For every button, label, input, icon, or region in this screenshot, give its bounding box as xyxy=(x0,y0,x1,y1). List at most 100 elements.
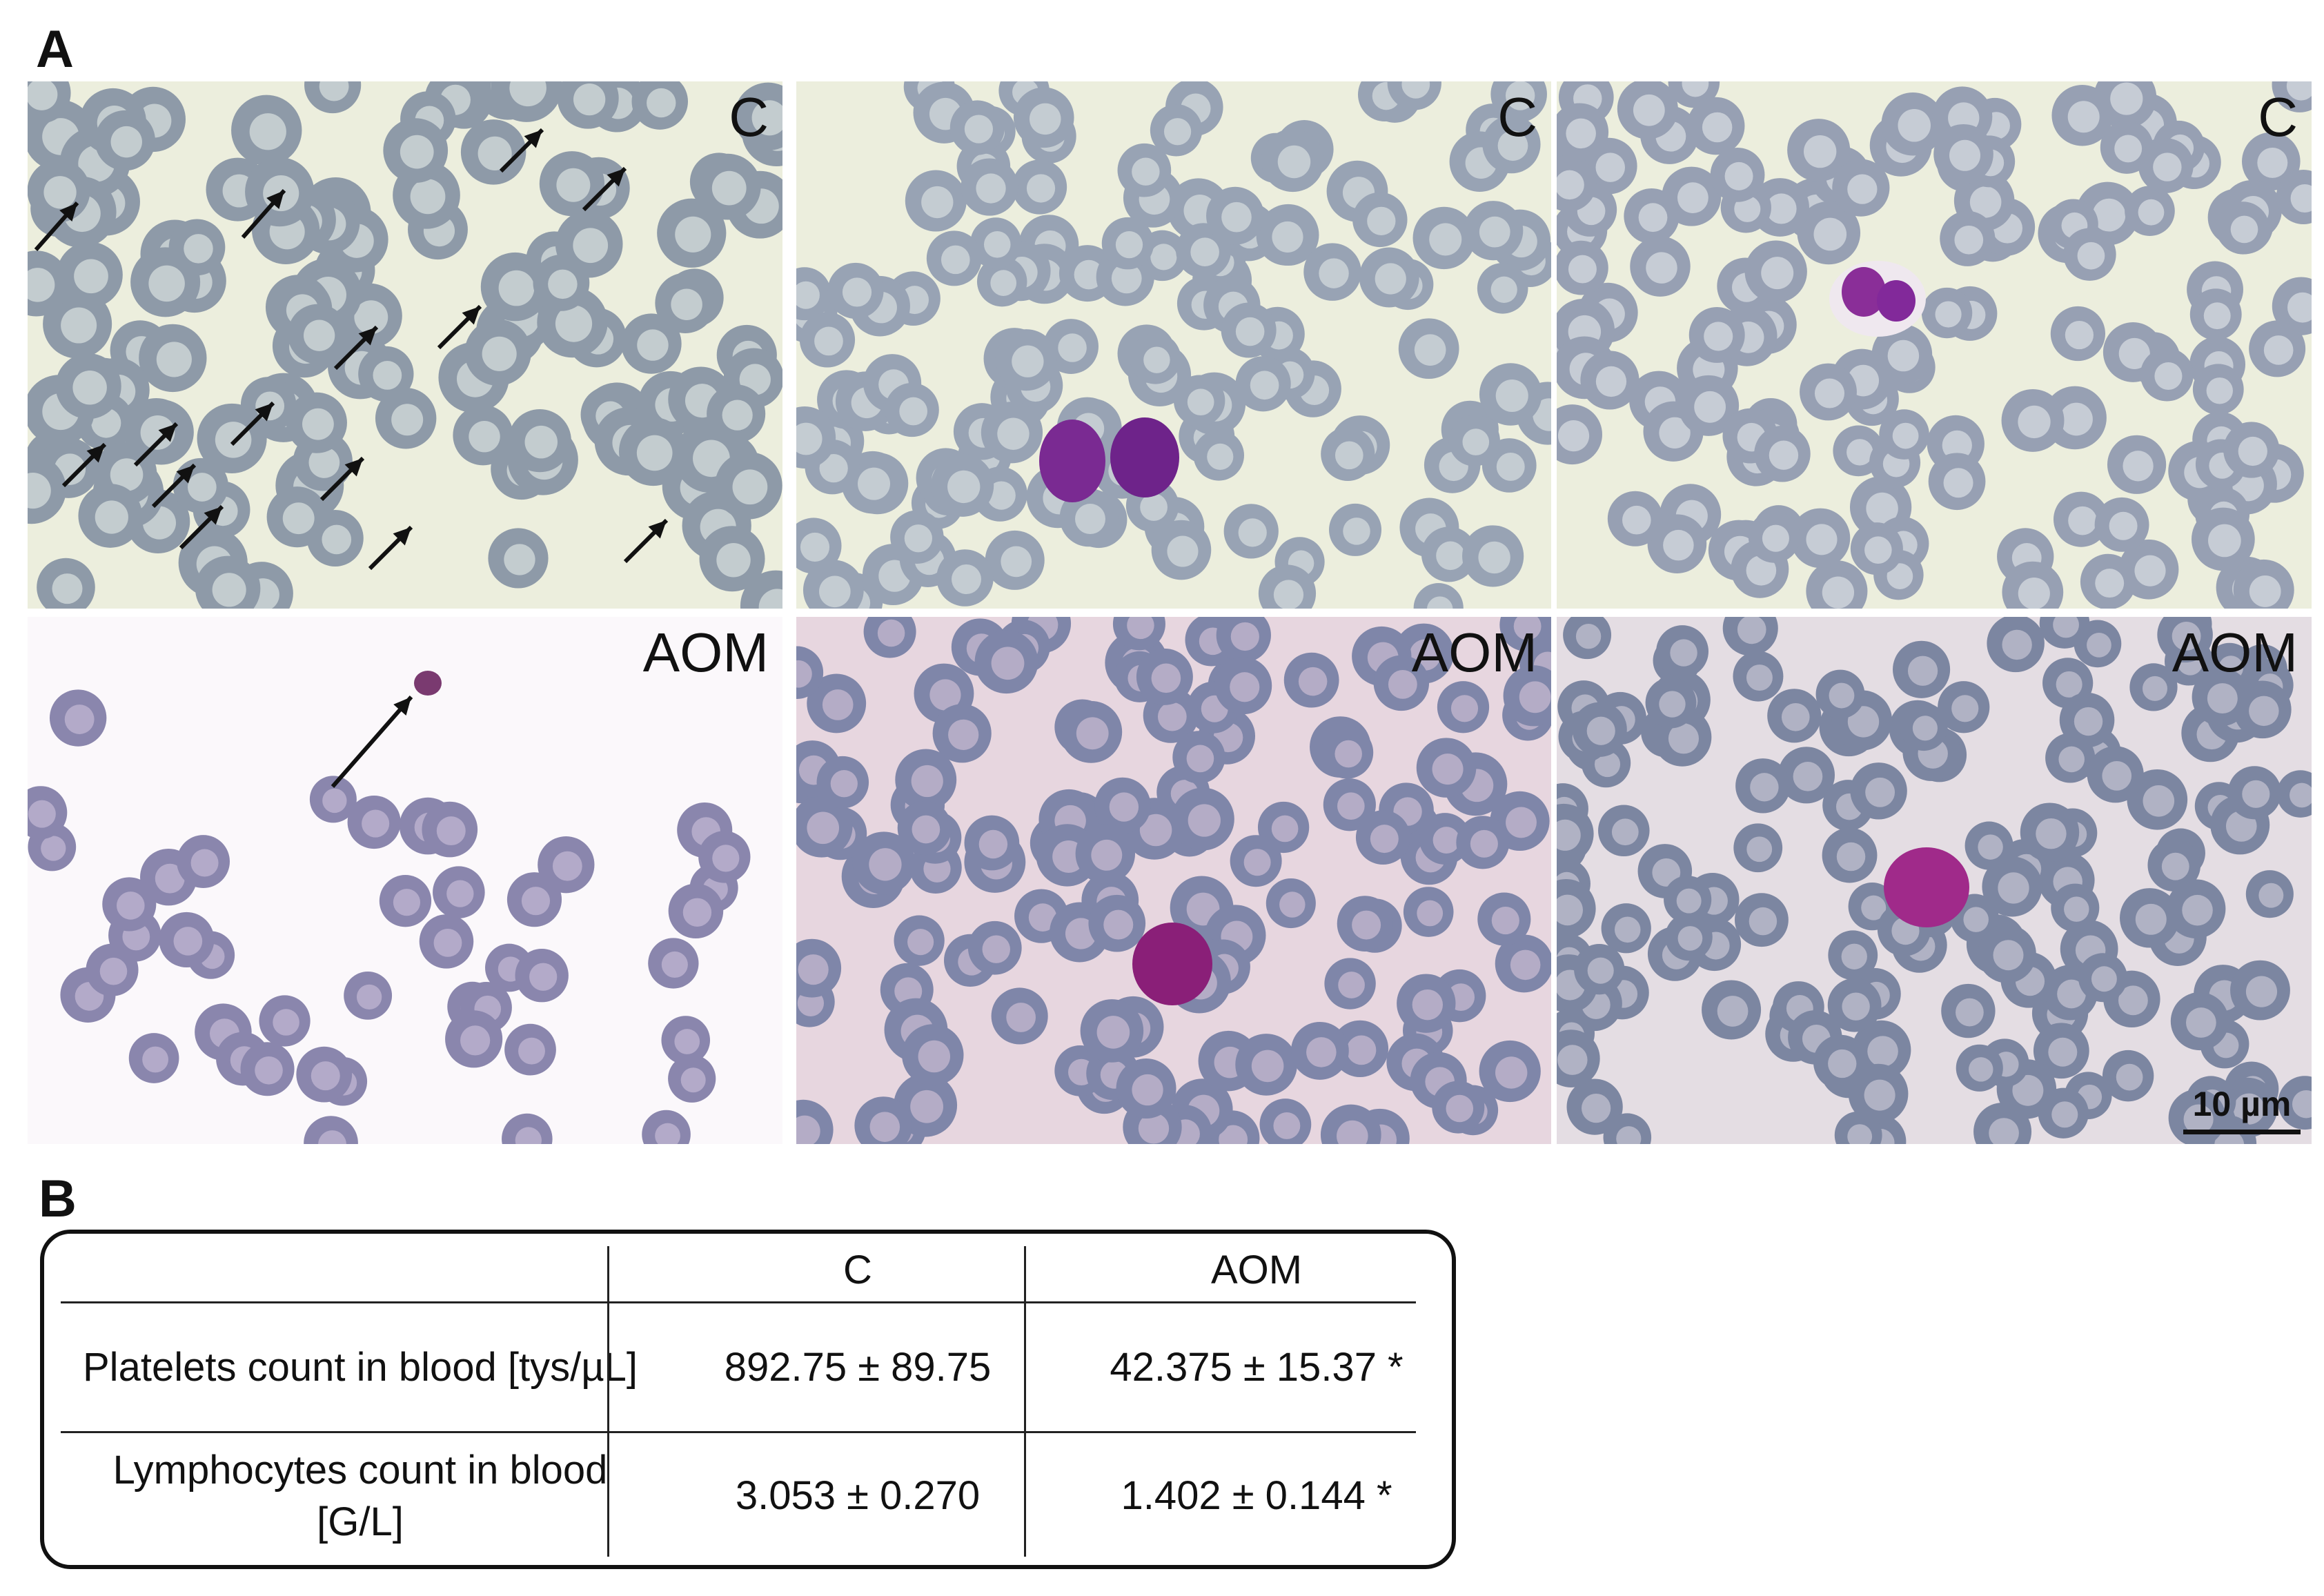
cell-pallor xyxy=(1847,706,1880,738)
cell-pallor xyxy=(28,268,55,302)
cell-pallor xyxy=(548,269,578,299)
cell-pallor xyxy=(255,1056,283,1085)
micrograph-control-2: C xyxy=(796,81,1551,609)
cell-pallor xyxy=(1230,622,1259,651)
cell-pallor xyxy=(941,245,970,275)
blood-smear-cells xyxy=(796,81,1551,609)
cell-pallor xyxy=(319,81,349,101)
cell-pallor xyxy=(675,216,711,253)
cell-pallor xyxy=(948,719,979,750)
cell-pallor xyxy=(410,179,446,215)
cell-pallor xyxy=(1429,223,1462,256)
cell-pallor xyxy=(1887,339,1920,372)
cell-pallor xyxy=(322,788,347,814)
cell-pallor xyxy=(2183,1104,2214,1134)
row-lymphocytes-label: Lymphocytes count in blood [G/L] xyxy=(112,1447,608,1544)
cell-pallor xyxy=(716,543,751,578)
cell-pallor xyxy=(991,647,1025,680)
panel-letter-a: A xyxy=(36,20,74,79)
column-divider xyxy=(1024,1246,1026,1557)
cell-pallor xyxy=(318,1130,346,1144)
cell-pallor xyxy=(1575,624,1602,649)
cell-pallor xyxy=(1277,145,1311,179)
cell-pallor xyxy=(1595,366,1627,397)
cell-pallor xyxy=(282,502,315,535)
cell-pallor xyxy=(1132,1074,1163,1106)
cell-pallor xyxy=(1346,1035,1377,1065)
cell-pallor xyxy=(391,404,424,436)
cell-pallor xyxy=(2067,101,2100,133)
cell-pallor xyxy=(1432,753,1464,785)
cell-pallor xyxy=(1951,695,1979,722)
cell-pallor xyxy=(1594,751,1621,778)
cell-pallor xyxy=(52,573,83,604)
cell-pallor xyxy=(1109,792,1139,822)
cell-pallor xyxy=(1803,135,1837,168)
cell-pallor xyxy=(356,984,382,1010)
cell-pallor xyxy=(215,422,252,458)
cell-pallor xyxy=(99,957,128,985)
cell-pallor xyxy=(2091,966,2117,992)
cell-pallor xyxy=(2018,577,2050,609)
group-label: AOM xyxy=(1411,622,1537,683)
scale-bar-label: 10 µm xyxy=(2192,1085,2292,1123)
cell-pallor xyxy=(1157,702,1187,731)
cell-pallor xyxy=(1935,301,1962,328)
cell-pallor xyxy=(446,880,474,907)
cell-pallor xyxy=(556,168,591,202)
cell-pallor xyxy=(1557,170,1584,200)
cell-pallor xyxy=(1401,81,1430,99)
cell-pallor xyxy=(983,231,1011,258)
cell-pallor xyxy=(1841,943,1867,969)
cell-pallor xyxy=(95,500,128,534)
cell-pallor xyxy=(858,467,891,500)
cell-pallor xyxy=(1766,193,1797,224)
cell-pallor xyxy=(1001,546,1032,578)
cell-pallor xyxy=(1446,1094,1474,1123)
cell-pallor xyxy=(552,851,582,881)
cell-pallor xyxy=(28,81,58,110)
cell-pallor xyxy=(2203,302,2231,330)
cell-pallor xyxy=(819,454,848,483)
cell-pallor xyxy=(2118,985,2148,1016)
cell-pallor xyxy=(433,928,462,957)
cell-pallor xyxy=(1271,815,1299,843)
cell-pallor xyxy=(2064,896,2089,922)
cell-pallor xyxy=(1319,258,1349,288)
cell-pallor xyxy=(1865,777,1895,807)
cell-pallor xyxy=(1676,888,1702,914)
micrograph-aom-1: AOM xyxy=(28,617,782,1144)
cell-pallor xyxy=(1557,420,1590,452)
cell-pallor xyxy=(2290,184,2312,213)
cell-pallor xyxy=(1969,186,2002,218)
cell-pallor xyxy=(2074,707,2103,736)
micrograph-control-3: C xyxy=(1557,81,2312,609)
cell-pallor xyxy=(1450,695,1479,722)
cell-pallor xyxy=(798,954,829,985)
cell-pallor xyxy=(2116,1063,2143,1091)
cell-pallor xyxy=(1864,536,1892,564)
cell-pallor xyxy=(1761,257,1794,290)
row-platelets-c: 892.75 ± 89.75 xyxy=(724,1345,992,1390)
cell-pallor xyxy=(190,849,219,877)
cell-pallor xyxy=(1491,907,1519,935)
group-label: AOM xyxy=(2172,622,2298,683)
scale-bar: 10 µm xyxy=(2183,1087,2301,1134)
cell-pallor xyxy=(2249,696,2279,727)
cell-pallor xyxy=(2207,683,2238,714)
cell-pallor xyxy=(1497,130,1528,161)
cell-pallor xyxy=(573,228,609,264)
cell-pallor xyxy=(2102,761,2132,791)
cell-pallor xyxy=(1582,1093,1611,1123)
cell-pallor xyxy=(116,891,145,920)
cell-pallor xyxy=(41,836,66,861)
cell-pallor xyxy=(64,705,95,734)
cell-pallor xyxy=(1273,1112,1301,1139)
cell-pallor xyxy=(712,845,740,872)
cell-pallor xyxy=(1076,717,1109,750)
cell-pallor xyxy=(173,927,203,956)
blood-smear-cells xyxy=(28,81,782,609)
cell-pallor xyxy=(1432,827,1460,854)
table-header-aom: AOM xyxy=(1210,1248,1303,1293)
cell-pallor xyxy=(1887,563,1913,589)
